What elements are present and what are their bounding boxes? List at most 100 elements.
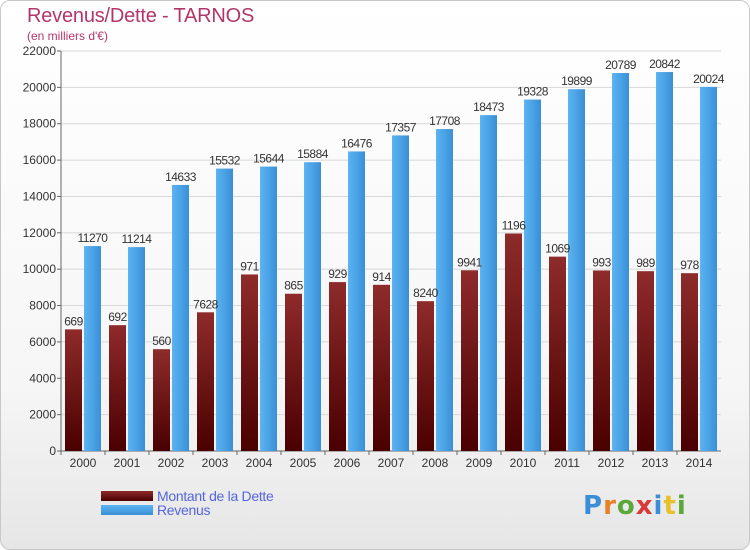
logo-letter: t [663,491,677,521]
bar-revenue-2006 [348,151,365,451]
logo-letter: i [653,491,664,521]
y-tick-label: 22000 [23,44,57,58]
data-label-debt-2003: 7628 [193,297,219,311]
bar-debt-2005 [285,293,302,451]
bar-revenue-2008 [436,129,453,451]
bar-debt-2000 [65,329,82,451]
chart-title: Revenus/Dette - TARNOS [27,5,255,27]
bar-revenue-2007 [392,135,409,451]
y-tick-label: 18000 [23,117,57,131]
data-label-revenue-2006: 16476 [341,136,373,150]
legend-item-revenue: Revenus [101,502,210,518]
data-label-debt-2000: 669 [64,314,83,328]
bar-debt-2004 [241,274,258,451]
legend-label-debt: Montant de la Dette [157,488,274,504]
data-label-revenue-2014: 20024 [693,72,725,86]
logo-letter: o [616,491,636,521]
bar-revenue-2009 [480,115,497,452]
data-label-revenue-2011: 19899 [561,74,593,88]
x-tick-label: 2007 [378,456,405,470]
y-tick-label: 20000 [23,80,57,94]
y-tick-label: 12000 [23,226,57,240]
data-label-revenue-2013: 20842 [649,57,681,71]
data-label-debt-2010: 1196 [502,219,527,233]
x-tick-label: 2010 [510,456,537,470]
logo-letter: i [676,491,687,521]
data-label-debt-2001: 692 [108,310,127,324]
bar-debt-2003 [197,312,214,451]
legend-item-debt: Montant de la Dette [101,488,274,504]
y-tick-label: 4000 [29,371,56,385]
chart-subtitle: (en milliers d'€) [27,29,108,43]
y-tick-label: 10000 [23,262,57,276]
bar-revenue-2012 [612,73,629,451]
legend-swatch-debt [101,491,153,501]
x-tick-label: 2002 [158,456,185,470]
y-tick-label: 2000 [29,408,56,422]
legend-swatch-revenue [101,505,153,515]
data-label-debt-2011: 1069 [545,242,571,256]
data-label-revenue-2012: 20789 [605,58,637,72]
bar-debt-2009 [461,270,478,451]
bar-revenue-2000 [84,246,101,451]
y-tick-label: 6000 [29,335,56,349]
data-label-revenue-2007: 17357 [385,120,417,134]
x-tick-label: 2014 [686,456,713,470]
logo-letter: P [583,491,604,521]
x-tick-label: 2009 [466,456,493,470]
bar-revenue-2001 [128,247,145,451]
x-tick-label: 2000 [70,456,97,470]
data-label-revenue-2001: 11214 [122,232,153,246]
data-label-debt-2005: 865 [284,279,303,293]
y-tick-label: 0 [49,444,56,458]
data-label-debt-2007: 914 [372,270,391,284]
bar-revenue-2010 [524,99,541,451]
bar-revenue-2013 [656,72,673,452]
x-tick-label: 2006 [334,456,361,470]
logo-letter: r [603,491,617,521]
data-label-revenue-2005: 15884 [297,147,329,161]
bar-debt-2014 [681,273,698,451]
bar-debt-2011 [549,256,566,451]
x-tick-label: 2001 [114,456,141,470]
bar-debt-2001 [109,325,126,451]
x-tick-label: 2011 [554,456,580,470]
x-tick-label: 2012 [598,456,625,470]
x-tick-label: 2005 [290,456,317,470]
y-tick-label: 8000 [29,299,56,313]
data-label-debt-2009: 9941 [457,255,483,269]
data-label-debt-2013: 989 [636,256,655,270]
bar-debt-2002 [153,349,170,451]
x-tick-label: 2003 [202,456,229,470]
data-label-debt-2002: 560 [152,334,171,348]
bar-revenue-2003 [216,168,233,451]
data-label-revenue-2009: 18473 [473,100,505,114]
bar-debt-2010 [505,233,522,451]
bar-revenue-2004 [260,166,277,451]
proxiti-logo: Proxiti [583,491,687,521]
data-label-revenue-2003: 15532 [209,154,241,168]
data-label-revenue-2008: 17708 [429,114,461,128]
bar-debt-2008 [417,301,434,451]
data-label-debt-2014: 978 [680,258,699,272]
data-label-debt-2006: 929 [328,267,347,281]
data-label-debt-2012: 993 [592,255,611,269]
bar-debt-2012 [593,270,610,451]
bar-revenue-2011 [568,89,585,451]
data-label-revenue-2002: 14633 [165,170,197,184]
y-tick-label: 14000 [23,189,57,203]
bar-debt-2006 [329,282,346,451]
logo-letter: x [635,491,654,521]
data-label-debt-2004: 971 [240,259,259,273]
data-label-revenue-2010: 19328 [517,85,549,99]
bar-revenue-2002 [172,184,189,452]
data-label-revenue-2000: 11270 [78,231,109,245]
x-tick-label: 2004 [246,456,273,470]
bar-debt-2007 [373,284,390,451]
x-tick-label: 2013 [642,456,669,470]
bar-debt-2013 [637,271,654,451]
legend-label-revenue: Revenus [157,502,211,518]
bar-revenue-2005 [304,162,321,451]
